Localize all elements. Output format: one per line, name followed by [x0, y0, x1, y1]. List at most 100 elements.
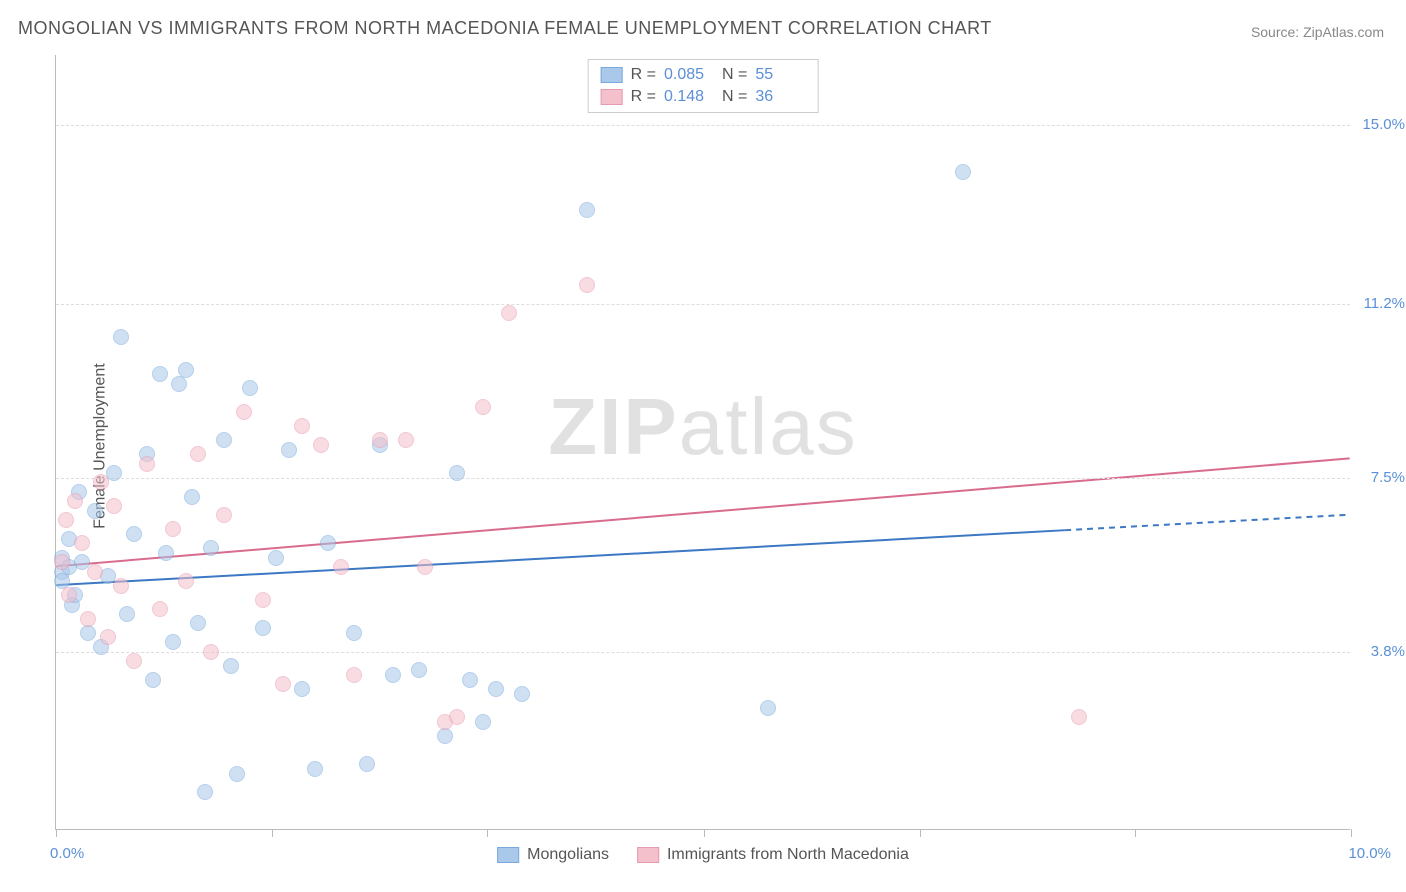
- data-point: [255, 620, 271, 636]
- x-tick: [704, 829, 705, 837]
- x-axis-min-label: 0.0%: [50, 845, 84, 862]
- x-tick: [487, 829, 488, 837]
- data-point: [514, 686, 530, 702]
- legend-row-2: R = 0.148 N = 36: [601, 86, 806, 108]
- data-point: [152, 601, 168, 617]
- data-point: [437, 728, 453, 744]
- gridline: [56, 304, 1350, 305]
- legend-r-value-2: 0.148: [664, 88, 714, 106]
- data-point: [449, 465, 465, 481]
- legend-item-mongolians: Mongolians: [497, 846, 609, 864]
- data-point: [223, 658, 239, 674]
- legend-swatch-macedonia: [601, 89, 623, 105]
- legend-n-label: N =: [722, 88, 747, 106]
- data-point: [100, 629, 116, 645]
- data-point: [281, 442, 297, 458]
- data-point: [190, 615, 206, 631]
- data-point: [152, 366, 168, 382]
- data-point: [346, 625, 362, 641]
- legend-swatch-mongolians: [601, 67, 623, 83]
- watermark-bold: ZIP: [548, 382, 678, 471]
- data-point: [579, 202, 595, 218]
- data-point: [113, 578, 129, 594]
- data-point: [417, 559, 433, 575]
- data-point: [294, 418, 310, 434]
- plot-area: ZIPatlas R = 0.085 N = 55 R = 0.148 N = …: [55, 55, 1350, 830]
- x-tick: [1351, 829, 1352, 837]
- data-point: [197, 784, 213, 800]
- x-tick: [1135, 829, 1136, 837]
- data-point: [488, 681, 504, 697]
- data-point: [54, 554, 70, 570]
- legend-n-label: N =: [722, 66, 747, 84]
- data-point: [126, 526, 142, 542]
- legend-r-label: R =: [631, 66, 656, 84]
- data-point: [359, 756, 375, 772]
- data-point: [236, 404, 252, 420]
- x-tick: [920, 829, 921, 837]
- data-point: [955, 164, 971, 180]
- data-point: [87, 564, 103, 580]
- data-point: [216, 432, 232, 448]
- y-tick-label: 15.0%: [1355, 116, 1405, 133]
- data-point: [145, 672, 161, 688]
- chart-title: MONGOLIAN VS IMMIGRANTS FROM NORTH MACED…: [18, 18, 992, 39]
- data-point: [203, 540, 219, 556]
- data-point: [760, 700, 776, 716]
- data-point: [113, 329, 129, 345]
- source-attribution: Source: ZipAtlas.com: [1251, 24, 1384, 40]
- data-point: [93, 474, 109, 490]
- legend-label-macedonia: Immigrants from North Macedonia: [667, 846, 909, 864]
- data-point: [275, 676, 291, 692]
- data-point: [385, 667, 401, 683]
- data-point: [203, 644, 219, 660]
- data-point: [139, 456, 155, 472]
- data-point: [190, 446, 206, 462]
- legend-n-value-2: 36: [755, 88, 805, 106]
- chart-container: MONGOLIAN VS IMMIGRANTS FROM NORTH MACED…: [0, 0, 1406, 892]
- legend-row-1: R = 0.085 N = 55: [601, 64, 806, 86]
- data-point: [171, 376, 187, 392]
- data-point: [462, 672, 478, 688]
- legend-series: Mongolians Immigrants from North Macedon…: [497, 846, 909, 864]
- data-point: [320, 535, 336, 551]
- gridline: [56, 478, 1350, 479]
- data-point: [1071, 709, 1087, 725]
- gridline: [56, 652, 1350, 653]
- data-point: [80, 625, 96, 641]
- legend-r-label: R =: [631, 88, 656, 106]
- data-point: [475, 399, 491, 415]
- data-point: [119, 606, 135, 622]
- data-point: [184, 489, 200, 505]
- data-point: [333, 559, 349, 575]
- data-point: [216, 507, 232, 523]
- watermark: ZIPatlas: [548, 381, 857, 473]
- data-point: [313, 437, 329, 453]
- legend-label-mongolians: Mongolians: [527, 846, 609, 864]
- y-tick-label: 7.5%: [1355, 469, 1405, 486]
- data-point: [242, 380, 258, 396]
- data-point: [58, 512, 74, 528]
- data-point: [126, 653, 142, 669]
- y-tick-label: 3.8%: [1355, 643, 1405, 660]
- data-point: [268, 550, 284, 566]
- data-point: [165, 634, 181, 650]
- data-point: [67, 493, 83, 509]
- legend-swatch-macedonia-bottom: [637, 847, 659, 863]
- x-tick: [56, 829, 57, 837]
- data-point: [449, 709, 465, 725]
- data-point: [178, 573, 194, 589]
- data-point: [346, 667, 362, 683]
- y-tick-label: 11.2%: [1355, 295, 1405, 312]
- data-point: [255, 592, 271, 608]
- x-axis-max-label: 10.0%: [1348, 845, 1391, 862]
- legend-correlation-box: R = 0.085 N = 55 R = 0.148 N = 36: [588, 59, 819, 113]
- data-point: [579, 277, 595, 293]
- data-point: [475, 714, 491, 730]
- data-point: [158, 545, 174, 561]
- legend-item-macedonia: Immigrants from North Macedonia: [637, 846, 909, 864]
- data-point: [74, 535, 90, 551]
- data-point: [61, 587, 77, 603]
- data-point: [501, 305, 517, 321]
- gridline: [56, 125, 1350, 126]
